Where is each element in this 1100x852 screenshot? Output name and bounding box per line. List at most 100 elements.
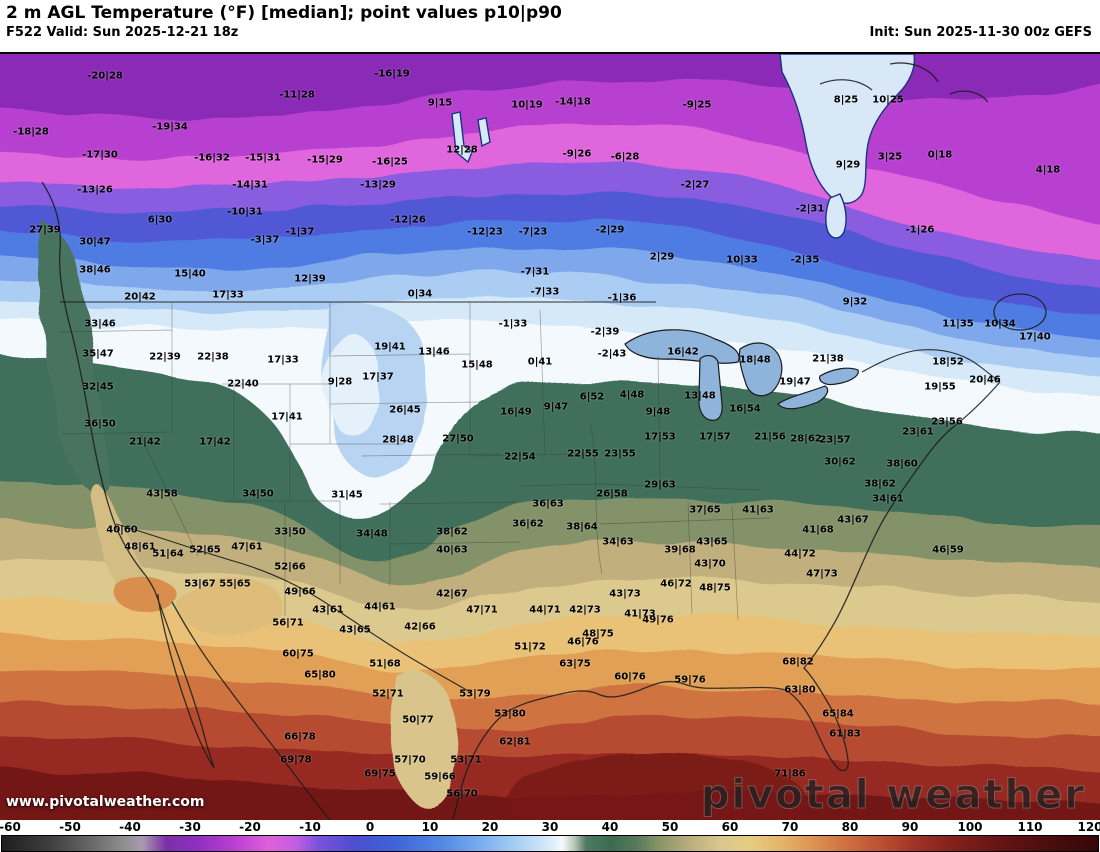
point-value: 51|64 (152, 548, 184, 560)
point-value: 0|34 (407, 288, 433, 300)
point-value: -16|25 (372, 156, 408, 168)
point-value: -6|28 (610, 151, 640, 163)
water-bodies (451, 54, 916, 421)
point-value: 48|75 (582, 628, 614, 640)
point-value: 22|55 (567, 448, 599, 460)
point-value: -2|27 (680, 179, 710, 191)
point-value: 11|35 (942, 318, 974, 330)
point-value: 36|50 (84, 418, 116, 430)
point-value: 9|48 (645, 406, 671, 418)
point-value: 49|76 (642, 614, 674, 626)
point-value: 65|80 (304, 669, 336, 681)
point-value: 31|45 (331, 489, 363, 501)
point-value: 43|70 (694, 558, 726, 570)
point-value: 27|39 (29, 224, 61, 236)
point-value: 3|25 (877, 151, 903, 163)
point-value: -1|36 (607, 292, 637, 304)
point-value: 16|42 (667, 346, 699, 358)
brand-watermark: pivotal weather (700, 772, 1086, 819)
point-value: 38|62 (864, 478, 896, 490)
point-value: 63|80 (784, 684, 816, 696)
point-value: 52|65 (189, 544, 221, 556)
point-value: -9|26 (562, 148, 592, 160)
point-value: -20|28 (87, 70, 123, 82)
point-value: 43|67 (837, 514, 869, 526)
point-value: -1|37 (285, 226, 315, 238)
point-value: -7|23 (518, 226, 548, 238)
point-value: 34|63 (602, 536, 634, 548)
point-value: 40|60 (106, 524, 138, 536)
point-value: 27|50 (442, 433, 474, 445)
colorbar-tick-label: 40 (601, 820, 619, 834)
point-value: 66|78 (284, 731, 316, 743)
point-value: -11|28 (279, 89, 315, 101)
point-value: 36|62 (512, 518, 544, 530)
point-value: 9|47 (543, 401, 569, 413)
colorbar-tick-label: 50 (661, 820, 679, 834)
point-value: 41|68 (802, 524, 834, 536)
point-value: 59|66 (424, 771, 456, 783)
point-value: 43|61 (312, 604, 344, 616)
point-value: 38|60 (886, 458, 918, 470)
point-value: -16|32 (194, 152, 230, 164)
point-value: 34|48 (356, 528, 388, 540)
point-value: -2|43 (597, 348, 627, 360)
point-value: 41|63 (742, 504, 774, 516)
colorbar-tick-label: 80 (841, 820, 859, 834)
point-value: -18|28 (13, 126, 49, 138)
colorbar-tick-label: -40 (119, 820, 141, 834)
point-value: 38|46 (79, 264, 111, 276)
point-value: 43|65 (339, 624, 371, 636)
point-value: 22|38 (197, 351, 229, 363)
colorbar-tick-label: 100 (957, 820, 983, 834)
point-value: 65|84 (822, 708, 854, 720)
colorbar-tick-label: -10 (299, 820, 321, 834)
point-value: -14|18 (555, 96, 591, 108)
point-value: 22|54 (504, 451, 536, 463)
point-value: 8|25 (833, 94, 859, 106)
colorbar-gradient (1, 835, 1099, 852)
point-value: 56|70 (446, 788, 478, 800)
point-value: 10|33 (726, 254, 758, 266)
point-value: -3|37 (250, 234, 280, 246)
point-value: 23|61 (902, 426, 934, 438)
point-value: 6|30 (147, 214, 173, 226)
site-url-watermark: www.pivotalweather.com (6, 794, 205, 810)
point-value: 17|40 (1019, 331, 1051, 343)
map-canvas[interactable]: -20|28 -16|19 -11|28 9|15 10|19 -14|18 -9|25 8|… (0, 52, 1100, 820)
point-value: -12|26 (390, 214, 426, 226)
temperature-colorbar: -60 -50 -40 -30 -20 -10 0 10 20 30 40 50 60 70 80 90 100… (0, 820, 1100, 852)
point-value: 30|62 (824, 456, 856, 468)
point-value: 33|46 (84, 318, 116, 330)
point-value: -14|31 (232, 179, 268, 191)
point-value: 23|56 (931, 416, 963, 428)
point-value: 28|48 (382, 434, 414, 446)
point-value: 20|42 (124, 291, 156, 303)
point-value: 48|61 (124, 541, 156, 553)
point-value: 10|34 (984, 318, 1016, 330)
point-value: -15|31 (245, 152, 281, 164)
point-value: 18|52 (932, 356, 964, 368)
colorbar-tick-label: 90 (901, 820, 919, 834)
point-value: -7|33 (530, 286, 560, 298)
point-value: 29|63 (644, 479, 676, 491)
point-value: 17|42 (199, 436, 231, 448)
point-value: 44|71 (529, 604, 561, 616)
point-value: 9|28 (327, 376, 353, 388)
point-value: 19|41 (374, 341, 406, 353)
point-value: 36|63 (532, 498, 564, 510)
point-value: 19|47 (779, 376, 811, 388)
point-value: 61|83 (829, 728, 861, 740)
point-value: -1|33 (498, 318, 528, 330)
point-value: -13|26 (77, 184, 113, 196)
point-value: 39|68 (664, 544, 696, 556)
point-value: 46|72 (660, 578, 692, 590)
point-value: 21|42 (129, 436, 161, 448)
temperature-field-svg (0, 54, 1100, 820)
point-value: 38|64 (566, 521, 598, 533)
point-value: 44|72 (784, 548, 816, 560)
point-value: 71|86 (774, 768, 806, 780)
point-value: -13|29 (360, 179, 396, 191)
point-value: 23|55 (604, 448, 636, 460)
point-value: 30|47 (79, 236, 111, 248)
